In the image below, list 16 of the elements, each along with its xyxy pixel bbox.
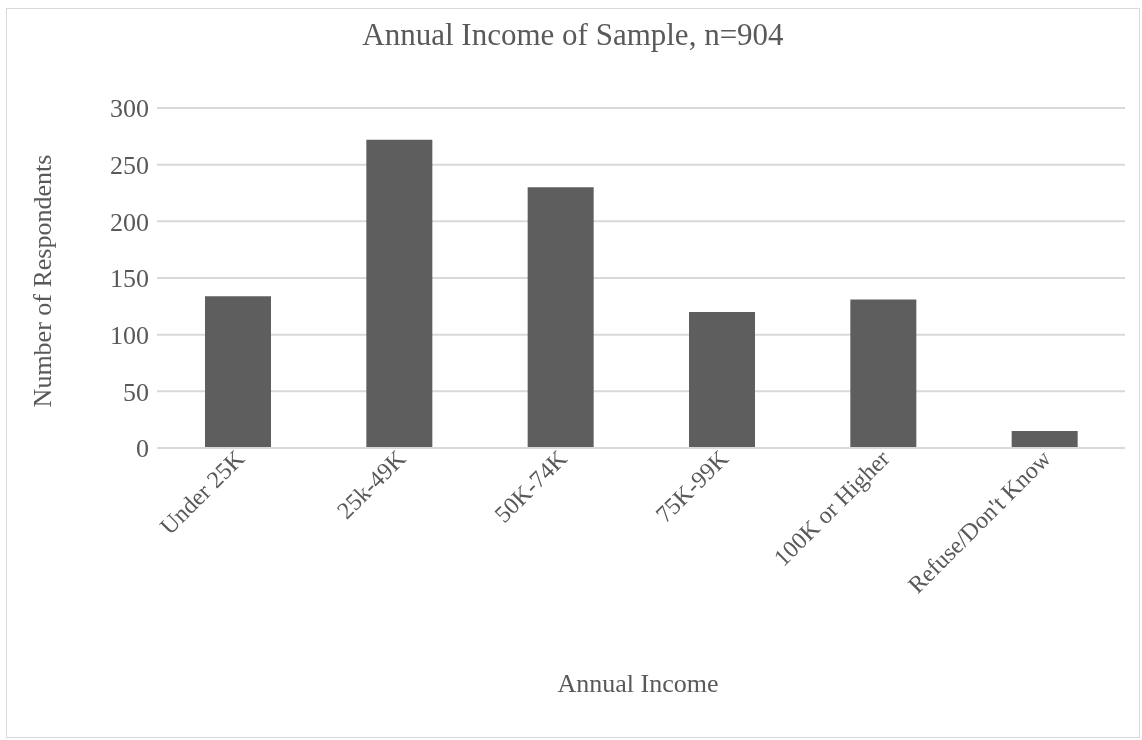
y-tick-label: 50 (123, 377, 149, 407)
bar (1011, 431, 1078, 448)
chart-title: Annual Income of Sample, n=904 (361, 17, 785, 53)
bar (689, 312, 755, 448)
y-tick-label: 250 (110, 150, 149, 180)
bar (850, 299, 917, 448)
bar (366, 139, 433, 448)
x-axis-title: Annual Income (556, 669, 720, 699)
y-tick-label: 300 (110, 94, 149, 124)
y-tick-label: 100 (110, 320, 149, 350)
y-axis-title: Number of Respondents (28, 154, 58, 408)
y-tick-label: 150 (110, 264, 149, 294)
bar (527, 187, 594, 448)
y-tick-label: 200 (110, 207, 149, 237)
y-tick-label: 0 (136, 434, 149, 464)
bar (205, 296, 271, 448)
